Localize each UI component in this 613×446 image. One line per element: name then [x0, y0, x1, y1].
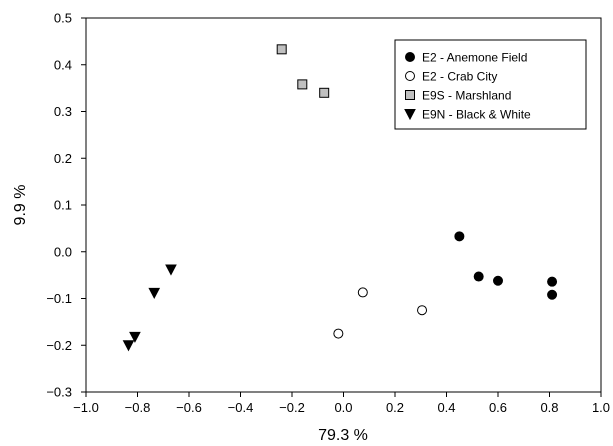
- x-tick-label: −0.6: [176, 400, 202, 415]
- legend-marker: [405, 71, 415, 81]
- data-point: [417, 305, 428, 316]
- legend-marker: [404, 109, 416, 121]
- y-tick-label: −0.1: [46, 291, 72, 306]
- y-tick-label: 0.1: [54, 198, 72, 213]
- x-tick-label: 0.0: [334, 400, 352, 415]
- legend-marker: [405, 52, 415, 62]
- x-axis-ticks: −1.0 −0.8 −0.6 −0.4 −0.2 0.0 0.2 0.4 0.6 0.8 1.0: [73, 392, 610, 415]
- data-point: [357, 287, 368, 298]
- x-tick-label: −0.4: [228, 400, 254, 415]
- y-axis-label: 9.9 %: [12, 185, 29, 226]
- y-tick-label: −0.2: [46, 338, 72, 353]
- x-tick-label: 1.0: [592, 400, 610, 415]
- data-point: [148, 287, 161, 299]
- data-point: [165, 264, 177, 276]
- x-tick-label: 0.8: [540, 400, 558, 415]
- x-tick-label: −0.2: [279, 400, 305, 415]
- x-tick-label: −0.8: [125, 400, 151, 415]
- data-point: [473, 271, 484, 282]
- legend-label: E9S - Marshland: [422, 89, 511, 103]
- data-point: [319, 87, 330, 98]
- y-tick-label: 0.2: [54, 151, 72, 166]
- x-axis-label: 79.3 %: [318, 427, 368, 444]
- legend-label: E2 - Anemone Field: [422, 51, 527, 65]
- y-tick-label: 0.5: [54, 11, 72, 26]
- x-tick-label: 0.6: [489, 400, 507, 415]
- data-point: [122, 340, 135, 352]
- x-tick-label: 0.4: [437, 400, 455, 415]
- data-point: [276, 44, 287, 55]
- y-tick-label: 0.0: [54, 244, 72, 259]
- data-point: [493, 275, 503, 286]
- legend: E2 - Anemone Field E2 - Crab City E9S - Ma…: [394, 39, 587, 130]
- legend-marker: [405, 90, 415, 100]
- data-points: [122, 44, 558, 352]
- legend-label: E2 - Crab City: [422, 70, 497, 84]
- x-tick-label: 0.2: [386, 400, 404, 415]
- legend-label: E9N - Black & White: [422, 108, 531, 122]
- data-point: [547, 276, 558, 287]
- data-point: [547, 289, 558, 300]
- data-point: [333, 328, 344, 339]
- legend-box: [394, 39, 587, 130]
- y-axis-ticks: −0.3 −0.2 −0.1 0.0 0.1 0.2 0.3 0.4 0.5: [46, 11, 86, 400]
- y-tick-label: −0.3: [46, 385, 72, 400]
- y-tick-label: 0.4: [54, 57, 72, 72]
- x-tick-label: −1.0: [73, 400, 99, 415]
- data-point: [297, 79, 308, 90]
- data-point: [454, 231, 465, 242]
- y-tick-label: 0.3: [54, 104, 72, 119]
- data-point: [129, 331, 141, 343]
